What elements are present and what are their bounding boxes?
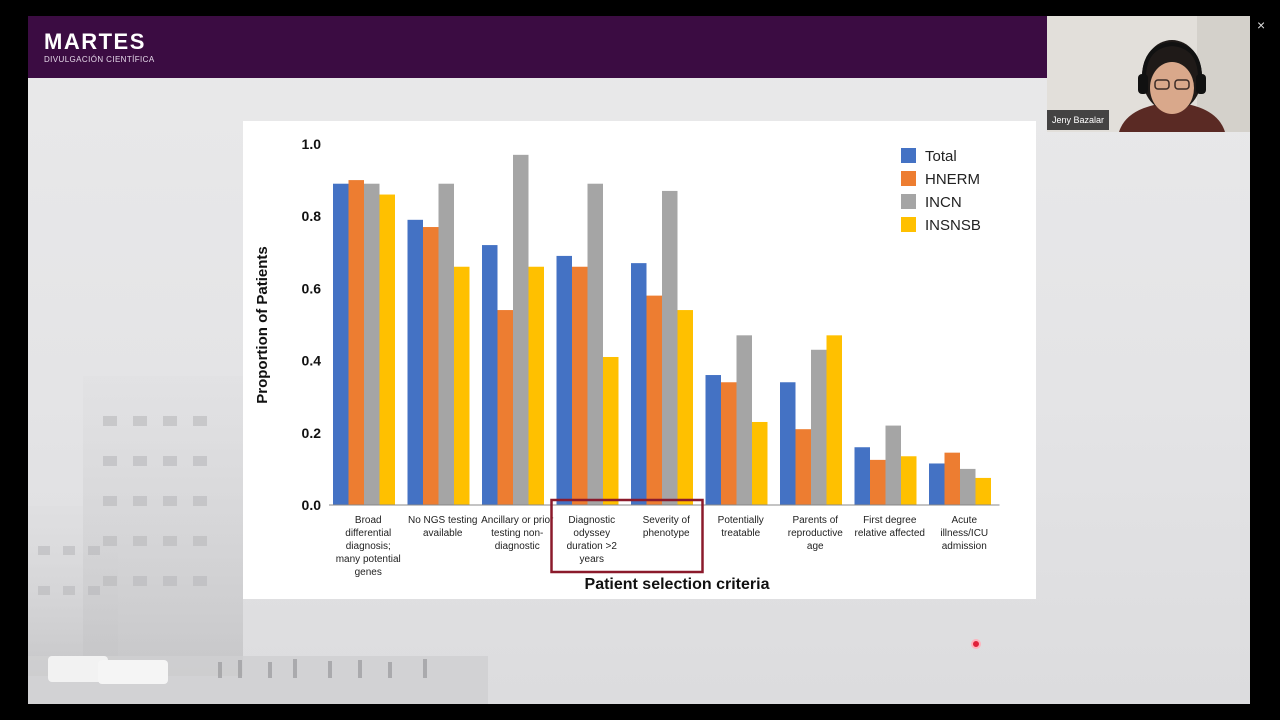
bar-total-8: [929, 463, 945, 505]
bar-hnerm-6: [795, 429, 811, 505]
y-axis-title: Proportion of Patients: [254, 246, 271, 404]
background-building-image: [28, 376, 488, 704]
legend-label-hnerm: HNERM: [925, 171, 980, 188]
x-tick-label: No NGS testing available: [408, 515, 477, 539]
legend-label-incn: INCN: [925, 194, 962, 211]
bar-hnerm-3: [572, 266, 588, 505]
bar-incn-7: [885, 425, 901, 505]
bar-hnerm-4: [646, 295, 662, 505]
brand-subtitle: DIVULGACIÓN CIENTÍFICA: [44, 55, 155, 64]
legend-swatch-insnsb: [901, 217, 916, 232]
x-tick-label: Diagnostic odyssey duration >2 years: [567, 515, 618, 565]
bar-total-5: [705, 375, 721, 505]
x-tick-label: Acute illness/ICU admission: [940, 515, 988, 552]
bar-incn-8: [960, 468, 976, 505]
x-tick-label: First degree relative affected: [855, 515, 925, 539]
webcam-feed: [1047, 16, 1250, 132]
x-tick-label: Ancillary or prior testing non-diagnostic: [481, 515, 554, 552]
x-tick-label: Parents of reproductive age: [788, 515, 843, 552]
bar-hnerm-5: [721, 382, 737, 505]
legend-swatch-total: [901, 148, 916, 163]
bar-incn-0: [364, 183, 380, 505]
participant-name-tag: Jeny Bazalar: [1047, 110, 1110, 130]
bar-insnsb-3: [603, 356, 619, 505]
bar-insnsb-0: [379, 194, 395, 505]
y-tick-label: 0.2: [302, 425, 322, 441]
x-tick-label: Severity of phenotype: [643, 515, 690, 539]
bar-hnerm-1: [423, 227, 439, 505]
bar-hnerm-2: [497, 310, 513, 505]
bar-incn-2: [513, 154, 529, 505]
legend-label-total: Total: [925, 148, 957, 165]
y-tick-label: 0.6: [302, 280, 322, 296]
bar-total-0: [333, 183, 349, 505]
bar-insnsb-1: [454, 266, 470, 505]
legend-swatch-incn: [901, 194, 916, 209]
bar-insnsb-7: [901, 456, 917, 505]
bar-incn-3: [587, 183, 603, 505]
bar-insnsb-4: [677, 310, 693, 505]
presentation-slide: MARTES DIVULGACIÓN CIENTÍFICA: [28, 16, 1250, 704]
bar-chart: 0.0 0.2 0.4 0.6 0.8 1.0 Broad differential diagn…: [254, 136, 1000, 593]
presenter-video: [1047, 16, 1250, 132]
x-tick-label: Broad differential diagnosis; many potentia…: [336, 515, 401, 578]
bar-incn-5: [736, 335, 752, 505]
bar-total-7: [854, 447, 870, 505]
chart-card: 0.0 0.2 0.4 0.6 0.8 1.0 Broad differential diagn…: [243, 121, 1036, 599]
bar-total-4: [631, 263, 647, 505]
bar-insnsb-2: [528, 266, 544, 505]
bar-total-6: [780, 382, 796, 505]
bar-incn-4: [662, 190, 678, 505]
bar-hnerm-7: [870, 459, 886, 505]
close-icon[interactable]: ×: [1257, 17, 1266, 33]
header-bar: MARTES DIVULGACIÓN CIENTÍFICA: [28, 16, 1047, 78]
x-tick-label: Potentially treatable: [718, 515, 764, 539]
bar-hnerm-8: [944, 452, 960, 505]
pointer-cursor: [971, 639, 981, 649]
bar-incn-1: [438, 183, 454, 505]
bar-insnsb-6: [826, 335, 842, 505]
bar-total-1: [407, 219, 423, 505]
bar-hnerm-0: [348, 180, 364, 505]
legend-label-insnsb: INSNSB: [925, 217, 981, 234]
y-tick-label: 0.0: [302, 497, 322, 513]
brand-logo-text: MARTES: [44, 29, 146, 54]
highlight-box: [550, 498, 704, 574]
y-tick-label: 0.8: [302, 208, 322, 224]
legend-swatch-hnerm: [901, 171, 916, 186]
y-tick-label: 0.4: [302, 353, 322, 369]
bar-incn-6: [811, 349, 827, 505]
bar-insnsb-5: [752, 421, 768, 505]
bar-insnsb-8: [975, 477, 991, 505]
bar-total-3: [556, 255, 572, 505]
bar-total-2: [482, 245, 498, 505]
x-axis-title: Patient selection criteria: [585, 576, 770, 593]
y-tick-label: 1.0: [302, 136, 322, 152]
